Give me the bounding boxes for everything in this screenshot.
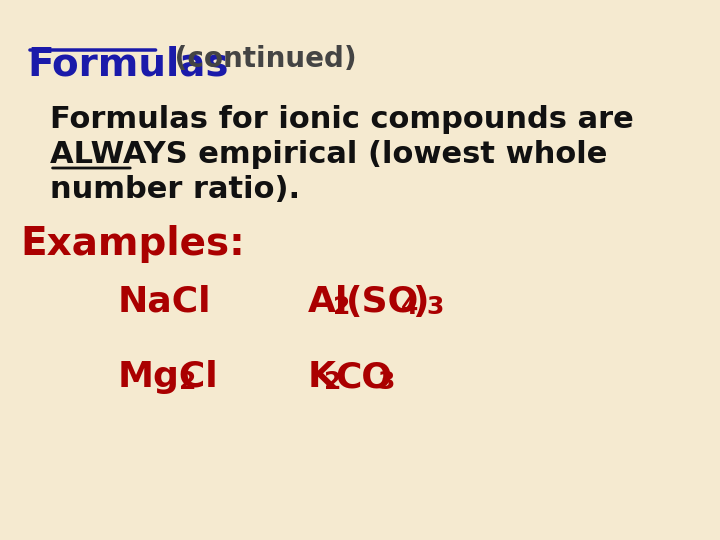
Text: (SO: (SO <box>346 285 419 319</box>
Text: MgCl: MgCl <box>117 360 218 394</box>
Text: ALWAYS empirical (lowest whole: ALWAYS empirical (lowest whole <box>50 140 607 169</box>
Text: 3: 3 <box>377 370 395 394</box>
Text: number ratio).: number ratio). <box>50 175 300 204</box>
Text: NaCl: NaCl <box>117 285 211 319</box>
Text: Formulas: Formulas <box>27 45 229 83</box>
Text: Formulas for ionic compounds are: Formulas for ionic compounds are <box>50 105 634 134</box>
Text: Examples:: Examples: <box>20 225 245 263</box>
Text: 2: 2 <box>324 370 341 394</box>
Text: K: K <box>307 360 336 394</box>
Text: (continued): (continued) <box>165 45 356 73</box>
Text: ): ) <box>412 285 428 319</box>
Text: CO: CO <box>335 360 392 394</box>
Text: 3: 3 <box>426 295 444 319</box>
Text: 2: 2 <box>333 295 351 319</box>
Text: 4: 4 <box>401 295 418 319</box>
Text: Al: Al <box>307 285 348 319</box>
Text: 2: 2 <box>179 370 197 394</box>
